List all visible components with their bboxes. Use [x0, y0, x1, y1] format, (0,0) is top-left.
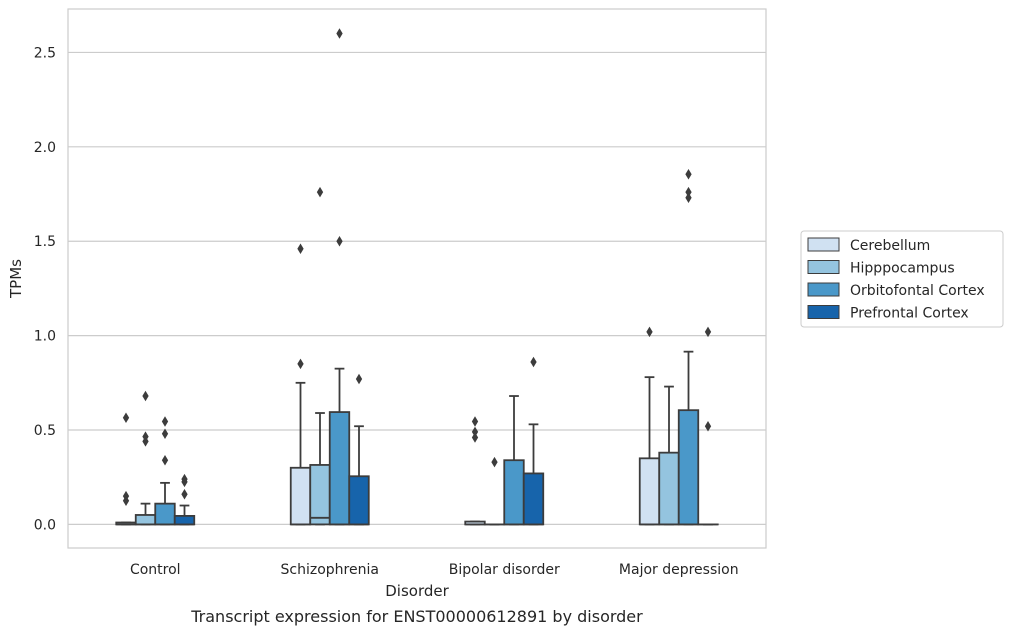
y-tick-label: 1.0	[34, 329, 56, 345]
outlier-point	[491, 456, 498, 468]
outlier-point	[685, 186, 692, 198]
outlier-point	[336, 235, 343, 247]
box-iqr	[522, 472, 545, 526]
box-group	[522, 356, 545, 526]
legend-swatch	[807, 237, 840, 252]
outlier-point	[161, 416, 169, 427]
outlier-point	[142, 390, 149, 402]
box-group	[134, 390, 157, 526]
box-group	[658, 385, 680, 526]
y-tick-label: 1.5	[34, 234, 56, 250]
box-group	[503, 395, 525, 526]
outlier-point	[181, 473, 188, 485]
box-group	[154, 416, 176, 526]
x-tick-label: Schizophrenia	[281, 562, 379, 578]
legend: Cerebellum Hipppocampus Orbitofontal Corte…	[800, 230, 1004, 328]
legend-label: Prefrontal Cortex	[850, 306, 969, 322]
outlier-point	[181, 488, 188, 500]
legend-items: Cerebellum Hipppocampus Orbitofontal Corte…	[807, 237, 985, 322]
box-iqr	[328, 411, 351, 526]
outlier-point	[161, 454, 169, 466]
chart-caption: Transcript expression for ENST0000061289…	[190, 607, 643, 626]
outlier-point	[336, 28, 343, 39]
box-iqr	[503, 459, 525, 526]
box-iqr	[173, 515, 196, 526]
x-tick-label: Major depression	[619, 562, 739, 578]
outlier-point	[122, 490, 130, 502]
legend-frame	[800, 230, 1004, 328]
outlier-point	[530, 356, 537, 368]
legend-item: Prefrontal Cortex	[807, 305, 969, 322]
box-group	[483, 456, 506, 526]
box-iqr	[289, 466, 312, 526]
outlier-point	[161, 428, 169, 440]
box-group	[638, 326, 661, 526]
outlier-point	[471, 432, 479, 443]
box-group	[697, 326, 719, 526]
outlier-point	[297, 243, 304, 255]
box-group	[328, 28, 351, 526]
outlier-point	[297, 358, 304, 370]
box-iqr	[134, 514, 157, 526]
box-group	[677, 168, 700, 526]
box-group	[289, 243, 312, 526]
x-tick-label: Bipolar disorder	[449, 562, 560, 578]
outlier-point	[471, 416, 479, 427]
legend-item: Hipppocampus	[807, 260, 955, 277]
box-group	[115, 412, 137, 526]
legend-item: Cerebellum	[807, 237, 930, 254]
box-groups	[115, 28, 719, 526]
box-group	[309, 186, 331, 526]
box-iqr	[638, 457, 661, 526]
outlier-point	[685, 192, 692, 204]
outlier-point	[471, 426, 479, 438]
legend-swatch	[807, 260, 840, 274]
legend-label: Cerebellum	[850, 238, 930, 254]
box-group	[348, 373, 370, 526]
legend-swatch	[807, 305, 840, 319]
legend-item: Orbitofontal Cortex	[807, 282, 985, 299]
outlier-point	[142, 431, 149, 442]
box-iqr	[658, 451, 680, 526]
legend-swatch	[807, 282, 840, 297]
legend-label: Hipppocampus	[850, 261, 955, 277]
x-tick-label: Control	[130, 562, 181, 578]
x-axis-label: Disorder	[385, 582, 449, 600]
outlier-point	[646, 326, 653, 338]
box-group	[173, 473, 196, 526]
outlier-point	[704, 326, 712, 338]
y-tick-label: 2.0	[34, 140, 56, 156]
box-iqr	[677, 409, 700, 526]
y-tick-labels: 0.0 0.5 1.0 1.5 2.0 2.5	[34, 45, 56, 533]
outlier-point	[685, 168, 692, 180]
outlier-point	[316, 186, 324, 198]
y-axis-label: TPMs	[7, 259, 25, 299]
plot-area-frame	[67, 8, 767, 549]
legend-label: Orbitofontal Cortex	[850, 283, 985, 299]
outlier-point	[355, 373, 363, 385]
x-tick-labels: Control Schizophrenia Bipolar disorder Majo…	[130, 562, 739, 578]
box-iqr	[154, 502, 176, 526]
outlier-point	[122, 412, 130, 423]
outlier-point	[704, 420, 712, 432]
box-group	[464, 416, 486, 526]
y-tick-label: 0.5	[34, 423, 56, 439]
box-iqr	[309, 464, 331, 526]
y-tick-label: 0.0	[34, 517, 56, 533]
box-iqr	[348, 475, 370, 526]
y-tick-label: 2.5	[34, 45, 56, 61]
